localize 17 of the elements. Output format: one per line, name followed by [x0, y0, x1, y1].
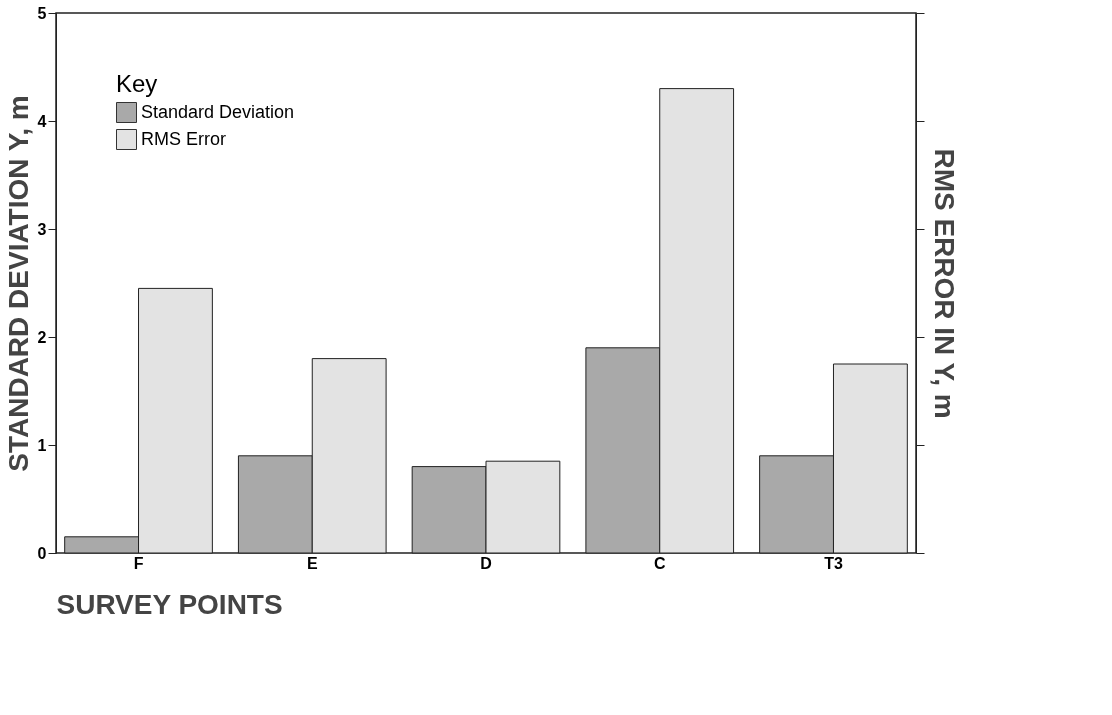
y2-axis-title: RMS ERROR IN Y, m — [929, 148, 960, 419]
x-tick-label: T3 — [824, 554, 843, 572]
x-tick-label: F — [133, 554, 144, 572]
y-tick-label: 5 — [37, 4, 47, 22]
legend-title: Key — [116, 70, 158, 97]
x-tick-label: D — [480, 554, 492, 572]
y-tick-label: 3 — [37, 220, 47, 238]
y-axis-title: STANDARD DEVIATION Y, m — [2, 95, 34, 472]
x-axis-title: SURVEY POINTS — [56, 588, 283, 620]
y-tick-label: 4 — [37, 112, 47, 130]
y-tick-label: 0 — [37, 544, 47, 562]
x-tick-label: E — [306, 554, 318, 572]
x-tick-label: C — [653, 554, 666, 572]
legend-label: RMS Error — [141, 128, 226, 149]
y-tick-label: 2 — [37, 328, 47, 346]
legend-label: Standard Deviation — [141, 101, 295, 122]
y-tick-label: 1 — [37, 436, 47, 454]
